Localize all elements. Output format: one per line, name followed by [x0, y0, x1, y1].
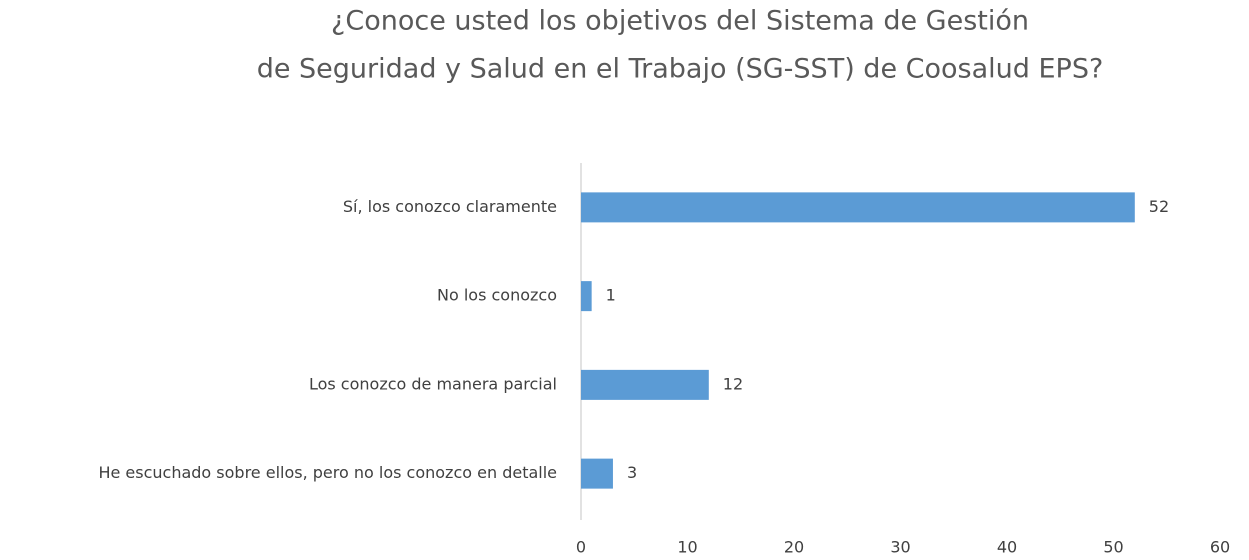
data-label: 3: [627, 463, 637, 482]
bar: [581, 192, 1135, 223]
y-tick-label: Sí, los conozco claramente: [343, 197, 557, 216]
bar: [581, 281, 592, 312]
y-tick-label: He escuchado sobre ellos, pero no los co…: [98, 463, 557, 482]
x-tick-label: 50: [1103, 538, 1123, 557]
chart-title: ¿Conoce usted los objetivos del Sistema …: [331, 6, 1029, 37]
bar: [581, 458, 613, 489]
bar: [581, 369, 709, 400]
data-label: 12: [723, 374, 743, 393]
y-tick-label: Los conozco de manera parcial: [309, 374, 557, 393]
x-tick-label: 60: [1210, 538, 1230, 557]
chart-title: de Seguridad y Salud en el Trabajo (SG-S…: [257, 54, 1104, 85]
data-label: 1: [606, 286, 616, 305]
x-tick-label: 0: [576, 538, 586, 557]
x-tick-label: 30: [890, 538, 910, 557]
y-tick-label: No los conozco: [437, 286, 557, 305]
x-tick-label: 40: [997, 538, 1017, 557]
x-tick-label: 10: [677, 538, 697, 557]
data-label: 52: [1149, 197, 1169, 216]
x-tick-label: 20: [784, 538, 804, 557]
